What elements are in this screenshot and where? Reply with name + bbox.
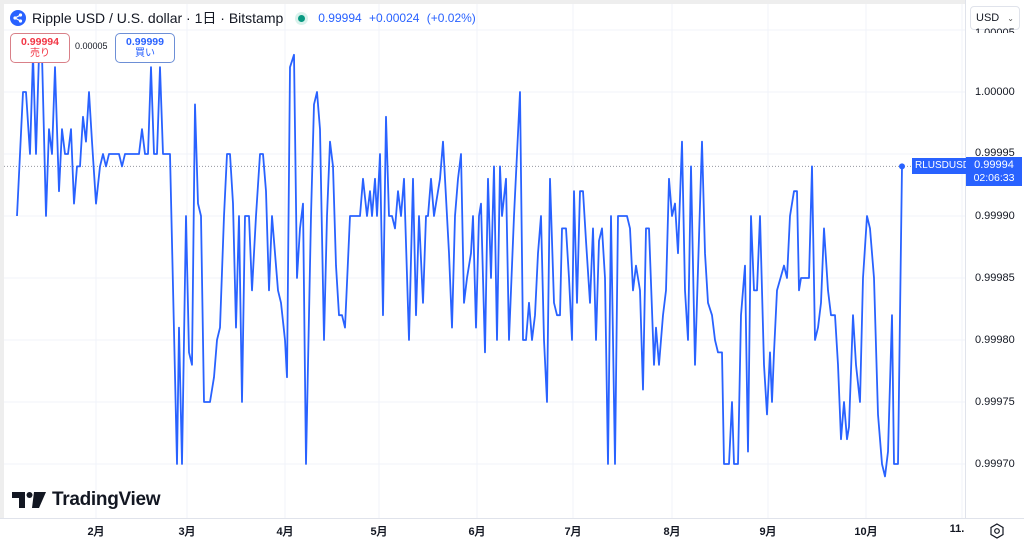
header-change: +0.00024 [369, 11, 420, 25]
last-price-value: 0.99994 [974, 159, 1014, 171]
time-label: 7月 [564, 526, 582, 538]
price-label: 0.99970 [975, 458, 1015, 470]
symbol-last-tag: RLUSDUSD [912, 158, 974, 174]
buy-label: 買い [135, 48, 155, 59]
time-label: 3月 [178, 526, 196, 538]
chevron-down-icon: ⌄ [1007, 13, 1014, 23]
bar-countdown: 02:06:33 [973, 172, 1015, 184]
time-label: 2月 [87, 526, 105, 538]
time-label: 5月 [370, 526, 388, 538]
price-label: 0.99975 [975, 396, 1015, 408]
sell-label: 売り [30, 48, 50, 59]
tradingview-logo-text: TradingView [52, 489, 161, 510]
price-label: 0.99995 [975, 147, 1015, 159]
price-label: 0.99985 [975, 272, 1015, 284]
price-label-top: 1.00005 [975, 27, 1015, 33]
time-label: 9月 [759, 526, 777, 538]
last-point-marker [899, 163, 905, 170]
left-border [0, 0, 4, 545]
price-label: 0.99990 [975, 210, 1015, 222]
symbol-header: Ripple USD / U.S. dollar · 1日 · Bitstamp… [10, 8, 476, 28]
header-change-percent: (+0.02%) [426, 11, 476, 25]
tradingview-logo-icon [12, 492, 46, 508]
symbol-title[interactable]: Ripple USD / U.S. dollar · 1日 · Bitstamp [32, 10, 284, 26]
price-line-series[interactable] [16, 53, 903, 478]
price-axis[interactable] [965, 0, 1024, 518]
time-axis[interactable] [0, 518, 1024, 546]
ripple-logo-icon [10, 10, 26, 26]
sell-button[interactable]: 0.99994 売り [10, 33, 70, 63]
price-label: 1.00000 [975, 86, 1015, 98]
last-price-marker: 0.99994 02:06:33 [966, 157, 1022, 186]
header-last-price: 0.99994 [318, 11, 362, 25]
time-label: 10月 [854, 526, 878, 538]
sell-price: 0.99994 [21, 36, 59, 48]
market-open-status-icon [295, 11, 309, 25]
time-label: 8月 [663, 526, 681, 538]
time-label: 11. [949, 523, 965, 535]
time-label: 4月 [276, 526, 294, 538]
top-border [0, 0, 1024, 4]
settings-gear-icon[interactable] [988, 522, 1006, 540]
buy-button[interactable]: 0.99999 買い [115, 33, 175, 63]
currency-value: USD [976, 12, 1000, 24]
price-label: 0.99980 [975, 334, 1015, 346]
tradingview-logo[interactable]: TradingView [12, 489, 161, 511]
spread-value: 0.00005 [75, 41, 108, 51]
price-chart-pane[interactable] [0, 0, 965, 518]
buy-price: 0.99999 [126, 36, 164, 48]
header-quote: 0.99994 +0.00024 (+0.02%) [318, 11, 476, 25]
currency-selector[interactable]: USD ⌄ [970, 6, 1020, 30]
time-label: 6月 [468, 526, 486, 538]
